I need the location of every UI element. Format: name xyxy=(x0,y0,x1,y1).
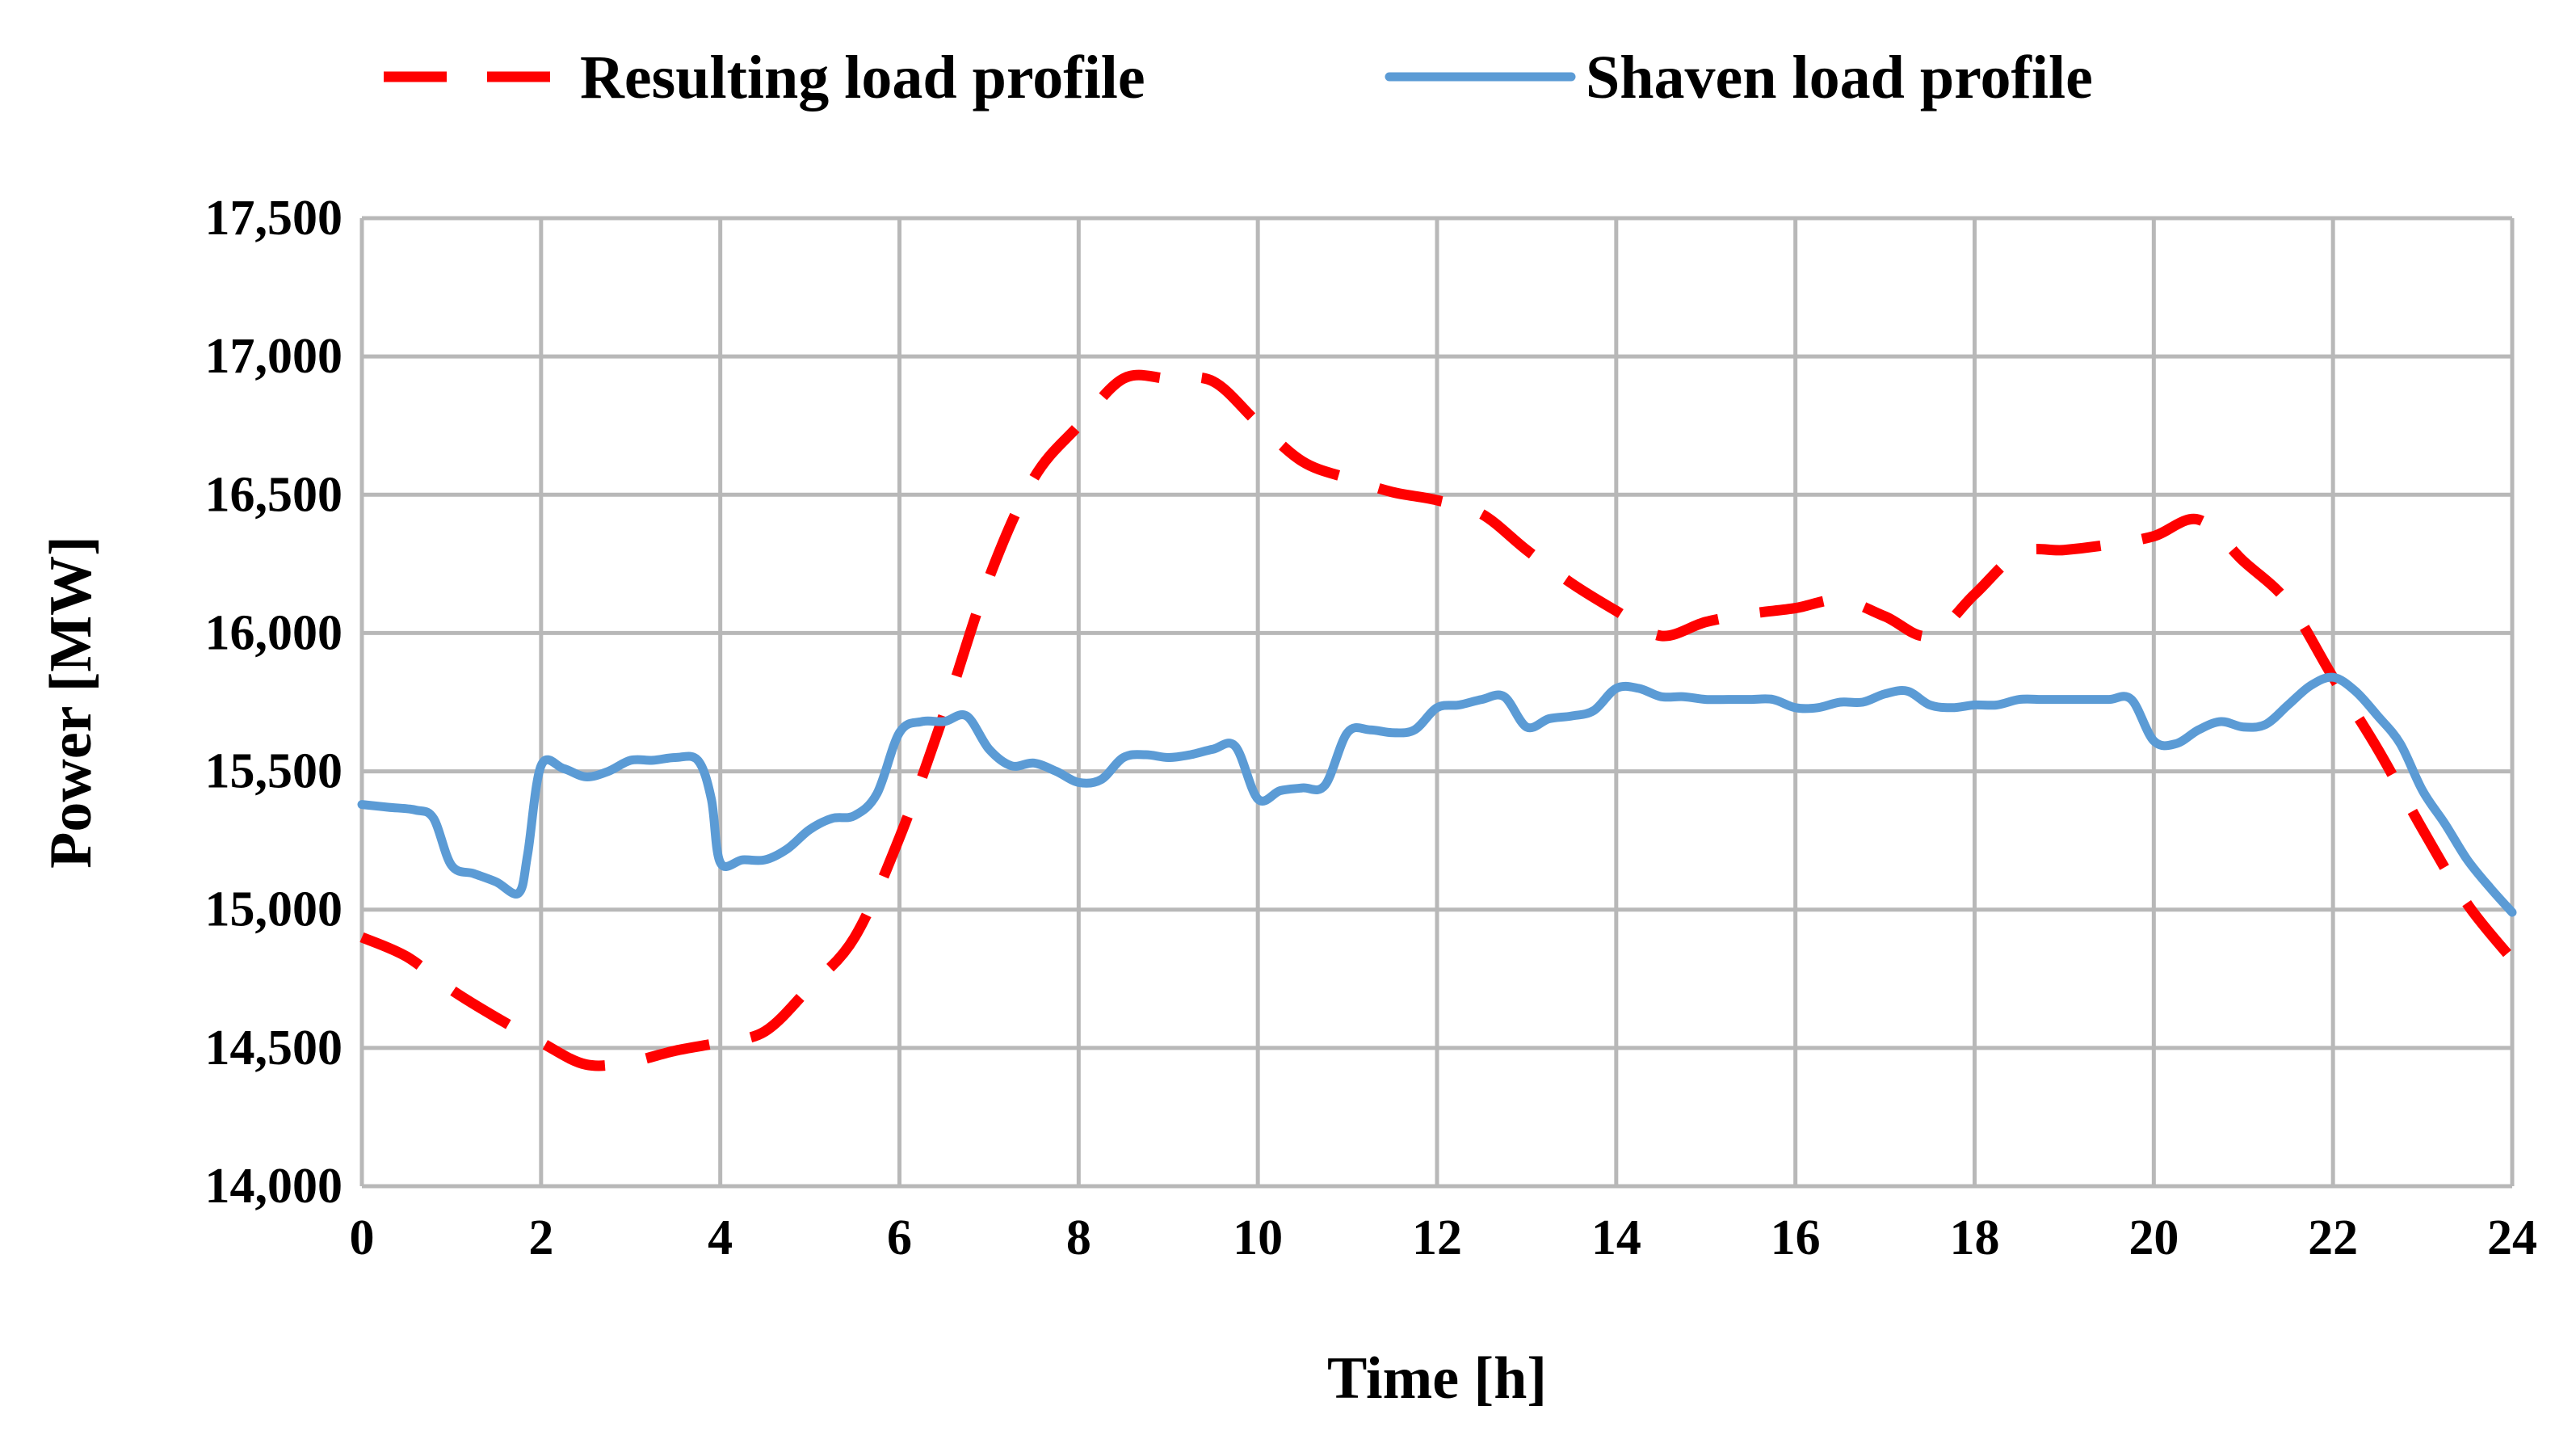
plot-series xyxy=(357,369,2517,1071)
legend: Resulting load profile Shaven load profi… xyxy=(384,44,2093,112)
y-tick-label: 16,500 xyxy=(205,467,343,522)
x-tick-label: 6 xyxy=(887,1210,912,1265)
x-tick-label: 16 xyxy=(1771,1210,1821,1265)
x-tick-label: 8 xyxy=(1066,1210,1091,1265)
x-tick-label: 2 xyxy=(528,1210,553,1265)
x-tick-label: 10 xyxy=(1233,1210,1283,1265)
y-tick-label: 17,500 xyxy=(205,191,343,246)
series-line-resulting-load-profile xyxy=(359,369,2517,1071)
gridlines xyxy=(359,216,2515,1189)
y-axis-ticks: 14,000 14,500 15,000 15,500 16,000 16,500 17,0… xyxy=(205,191,343,1214)
x-tick-label: 18 xyxy=(1950,1210,2000,1265)
legend-label-shaven-load-profile: Shaven load profile xyxy=(1586,44,2093,112)
x-tick-label: 12 xyxy=(1412,1210,1462,1265)
x-axis-title: Time [h] xyxy=(1327,1345,1547,1412)
y-tick-label: 15,500 xyxy=(205,744,343,799)
x-tick-label: 20 xyxy=(2128,1210,2179,1265)
x-axis-ticks: 0 2 4 6 8 10 12 14 16 18 20 22 24 xyxy=(350,1210,2538,1265)
x-tick-label: 4 xyxy=(708,1210,733,1265)
y-axis-title: Power [MW] xyxy=(38,536,104,869)
x-tick-label: 24 xyxy=(2487,1210,2537,1265)
series-line-shaven-load-profile xyxy=(357,672,2517,917)
x-tick-label: 14 xyxy=(1591,1210,1641,1265)
y-tick-label: 16,000 xyxy=(205,605,343,660)
y-tick-label: 14,000 xyxy=(205,1159,343,1214)
y-tick-label: 17,000 xyxy=(205,329,343,384)
y-tick-label: 15,000 xyxy=(205,882,343,937)
x-tick-label: 22 xyxy=(2308,1210,2358,1265)
x-tick-label: 0 xyxy=(350,1210,375,1265)
legend-label-resulting-load-profile: Resulting load profile xyxy=(580,44,1145,112)
y-tick-label: 14,500 xyxy=(205,1021,343,1075)
